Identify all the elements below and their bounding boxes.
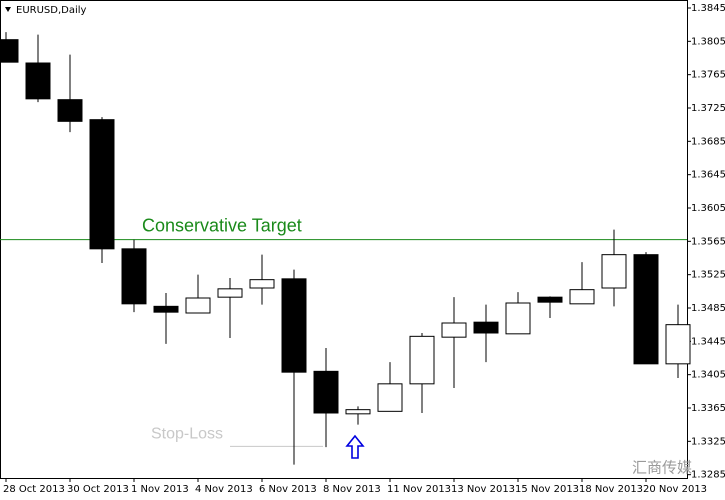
y-tick-label: 1.3845 xyxy=(691,3,725,14)
y-tick-label: 1.3285 xyxy=(691,470,725,481)
x-tick-label: 4 Nov 2013 xyxy=(195,484,253,495)
y-tick-label: 1.3365 xyxy=(691,403,725,414)
annotation: Stop-Loss xyxy=(151,426,223,443)
y-tick-label: 1.3405 xyxy=(691,370,725,381)
entry-arrow xyxy=(345,434,365,459)
candle-body xyxy=(633,254,659,365)
candle-body xyxy=(601,254,627,289)
x-tick-label: 1 Nov 2013 xyxy=(131,484,189,495)
y-tick-label: 1.3645 xyxy=(691,170,725,181)
y-tick-label: 1.3765 xyxy=(691,70,725,81)
x-tick-label: 13 Nov 2013 xyxy=(451,484,515,495)
candle-body xyxy=(0,39,19,63)
candle-body xyxy=(537,296,563,303)
y-tick-label: 1.3725 xyxy=(691,103,725,114)
candle-body xyxy=(153,305,179,313)
candle-body xyxy=(441,322,467,338)
candle-body xyxy=(505,302,531,335)
x-tick-label: 15 Nov 2013 xyxy=(515,484,579,495)
y-tick-label: 1.3445 xyxy=(691,336,725,347)
candle-body xyxy=(185,297,211,314)
y-tick-label: 1.3565 xyxy=(691,236,725,247)
y-tick-label: 1.3805 xyxy=(691,36,725,47)
candle-body xyxy=(569,289,595,305)
x-tick-label: 8 Nov 2013 xyxy=(323,484,381,495)
y-tick-label: 1.3525 xyxy=(691,270,725,281)
title-icon xyxy=(5,7,11,12)
y-tick-label: 1.3325 xyxy=(691,436,725,447)
x-tick-label: 11 Nov 2013 xyxy=(387,484,451,495)
y-tick-label: 1.3605 xyxy=(691,203,725,214)
x-tick-label: 30 Oct 2013 xyxy=(67,484,129,495)
candle-body xyxy=(249,279,275,289)
x-tick-label: 18 Nov 2013 xyxy=(579,484,643,495)
candle-body xyxy=(473,321,499,334)
candle-body xyxy=(409,335,435,385)
x-tick-label: 20 Nov 2013 xyxy=(643,484,707,495)
candle-body xyxy=(313,370,339,414)
candle-body xyxy=(57,99,83,122)
chart-title: EURUSD,Daily xyxy=(16,5,87,16)
annotation: Conservative Target xyxy=(142,215,302,235)
y-tick-label: 1.3685 xyxy=(691,136,725,147)
watermark: 汇商传媒 xyxy=(632,459,692,477)
candle-body xyxy=(121,248,147,305)
x-tick-label: 6 Nov 2013 xyxy=(259,484,317,495)
x-tick-label: 28 Oct 2013 xyxy=(3,484,65,495)
candle-body xyxy=(281,278,307,373)
candle-body xyxy=(377,383,403,412)
candle-body xyxy=(345,409,371,415)
candle-body xyxy=(217,288,243,298)
candle-body xyxy=(25,62,51,100)
y-tick-label: 1.3485 xyxy=(691,303,725,314)
candle-body xyxy=(89,119,115,250)
candle-body xyxy=(665,324,691,365)
